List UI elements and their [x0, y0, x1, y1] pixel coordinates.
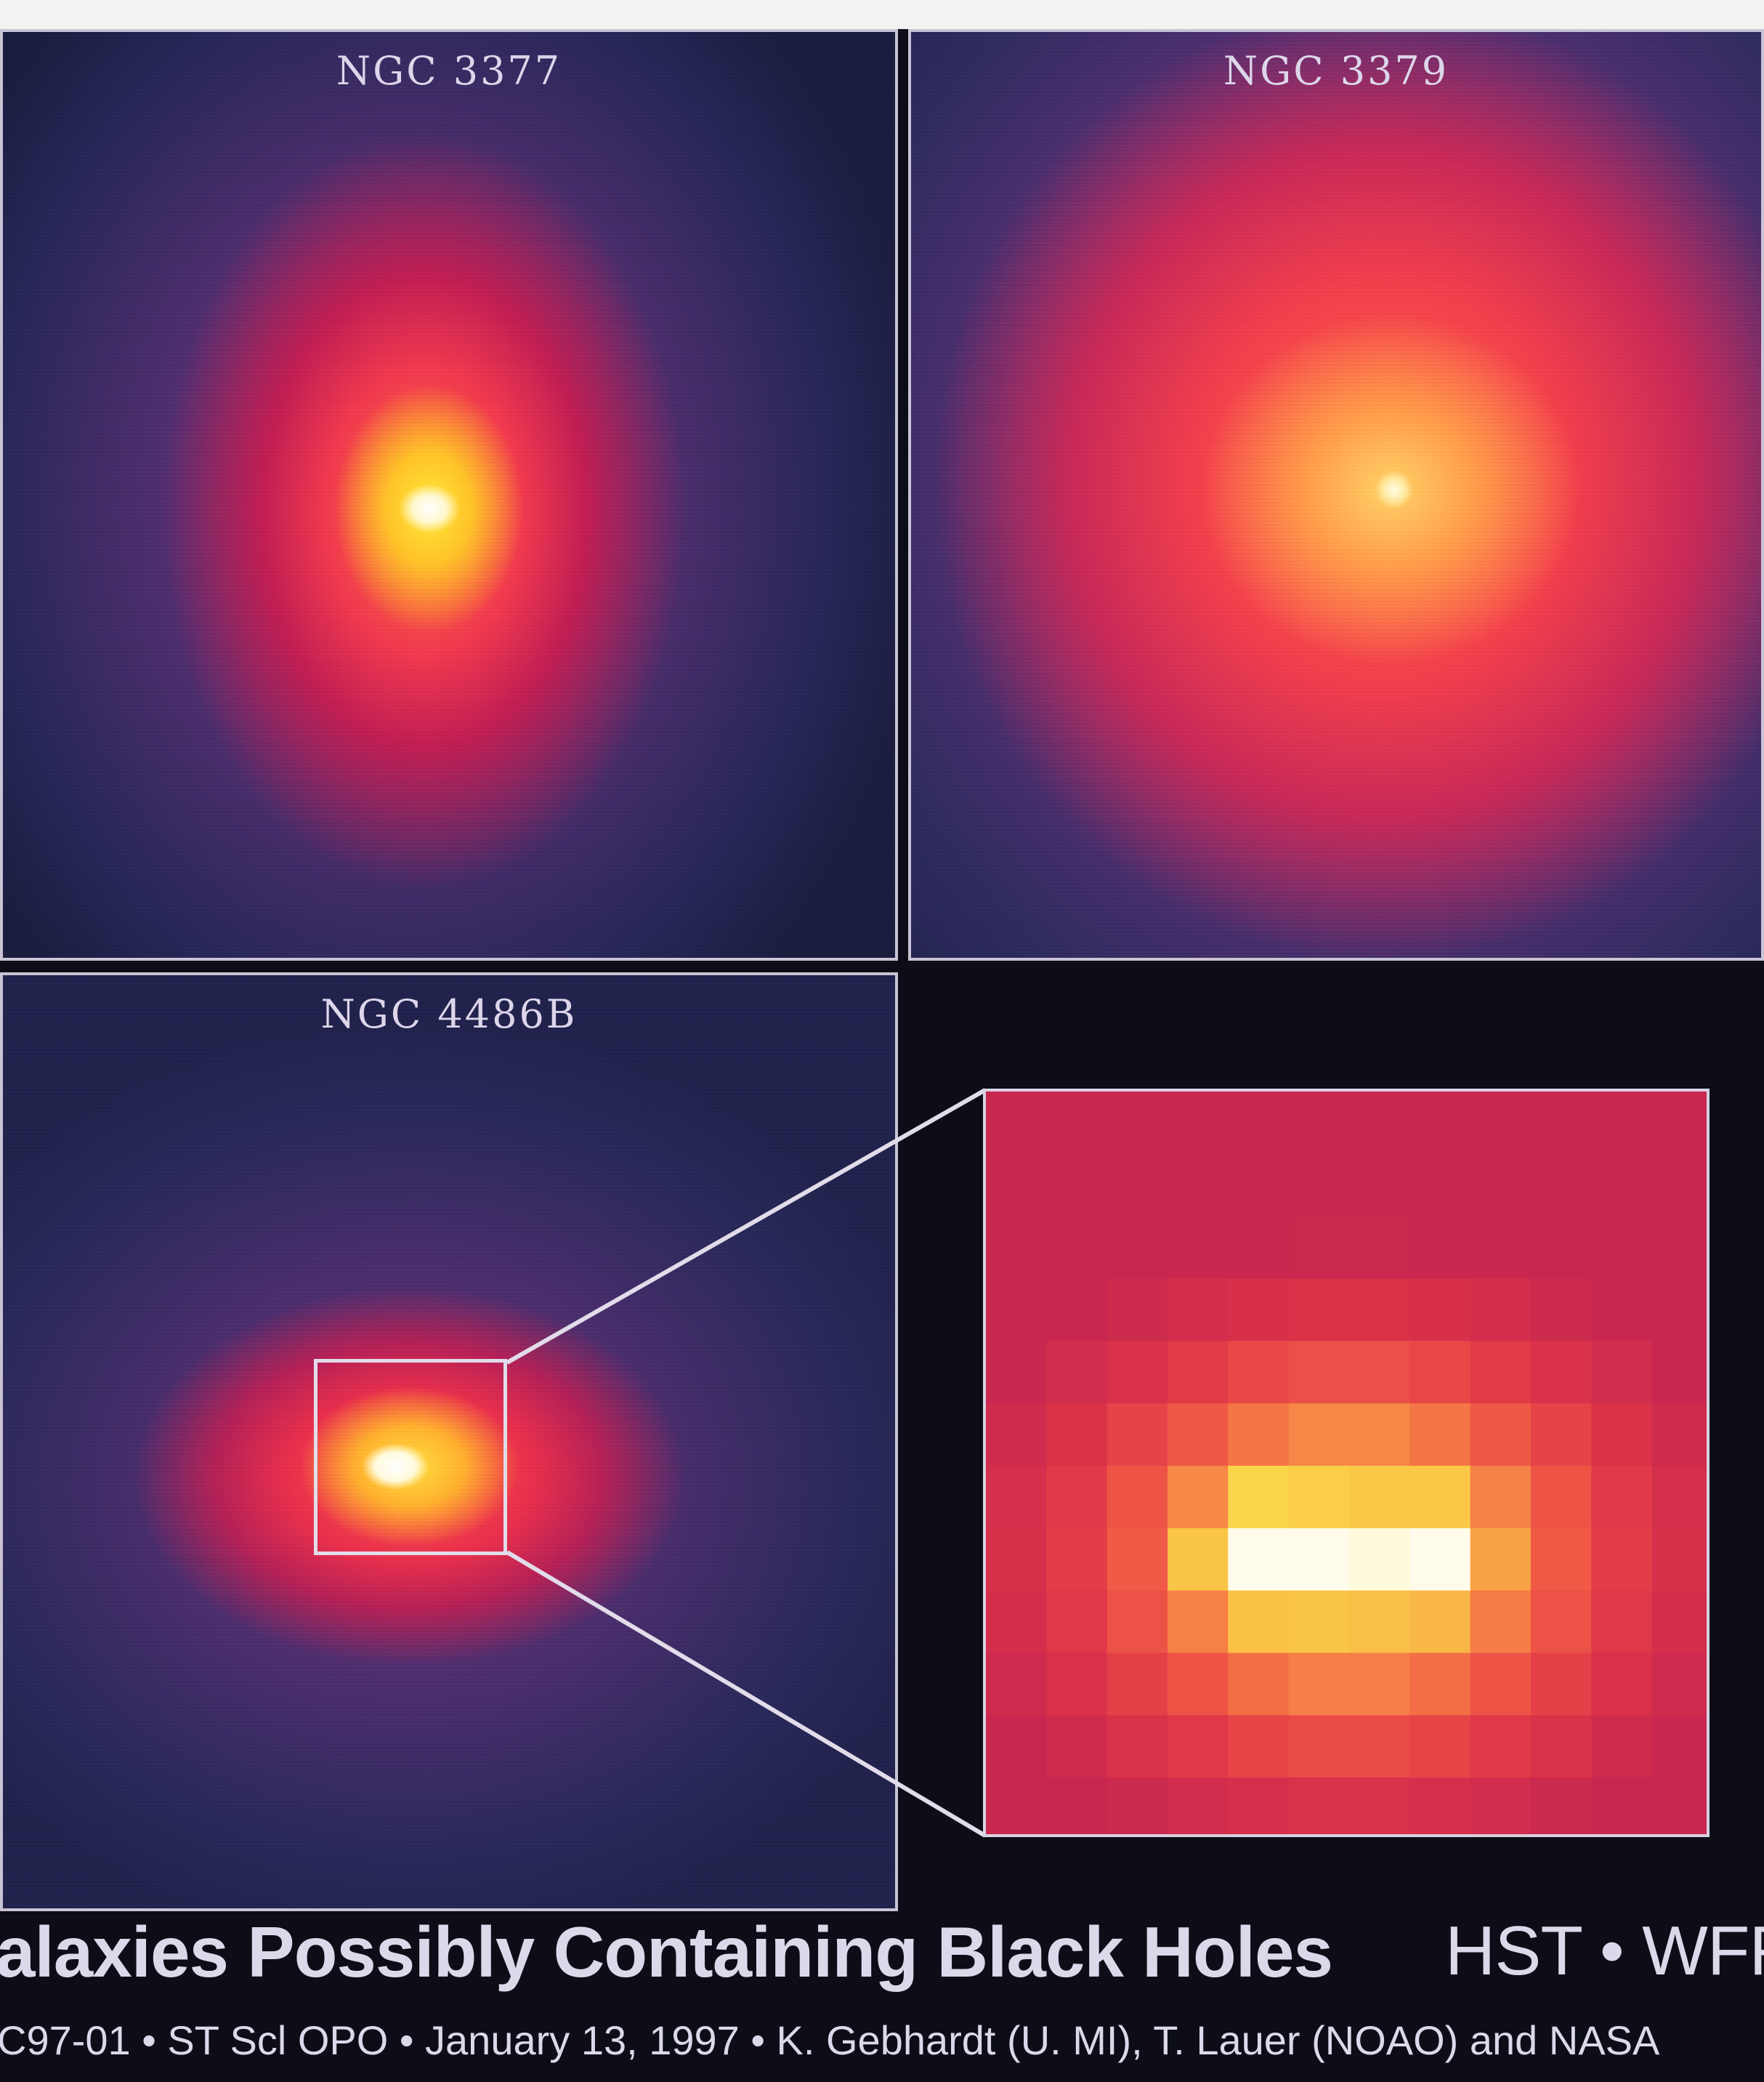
zoomed-nucleus-panel: [983, 1089, 1710, 1837]
image-plate: NGC 3377 NGC 3379 NGC 4486B alaxies Poss…: [0, 29, 1764, 2082]
galaxy-panel-ngc-3379: NGC 3379: [908, 29, 1764, 961]
panel-label: NGC 3377: [336, 48, 562, 94]
galaxy-image-ngc-3379: [911, 32, 1761, 958]
panel-label: NGC 4486B: [320, 991, 578, 1037]
galaxy-panel-ngc-3377: NGC 3377: [0, 29, 898, 961]
caption-title-text: alaxies Possibly Containing Black Holes: [0, 1912, 1333, 1992]
panel-label: NGC 3379: [1223, 48, 1449, 94]
instrument-label: HST • WFF: [1445, 1912, 1764, 1990]
caption-credit: C97-01 • ST Scl OPO • January 13, 1997 •…: [0, 2017, 1660, 2063]
caption-title: alaxies Possibly Containing Black Holes …: [0, 1911, 1764, 1993]
zoomed-pixel-grid: [986, 1092, 1707, 1834]
galaxy-image-ngc-3377: [3, 32, 895, 958]
zoom-region-marker: [314, 1359, 507, 1555]
